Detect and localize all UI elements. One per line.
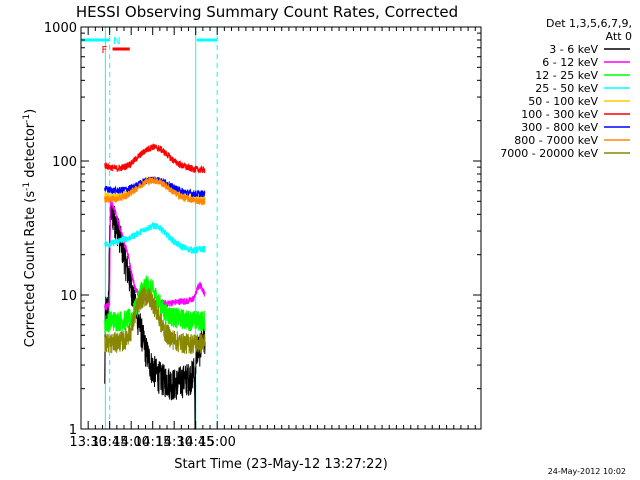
- x-axis-label: Start Time (23-May-12 13:27:22): [174, 457, 388, 472]
- plot-frame: [80, 26, 482, 430]
- x-tick-label-1: 13:45: [91, 435, 128, 450]
- legend-label-8: 7000 - 20000 keV: [500, 147, 598, 160]
- plot-area: FN: [82, 27, 218, 430]
- legend-label-5: 100 - 300 keV: [521, 108, 598, 121]
- series-line-3: [104, 222, 206, 255]
- x-tick-label-2: 14:00: [112, 435, 149, 450]
- y-axis-label: Corrected Count Rate (s-1 detector-1): [22, 109, 38, 347]
- legend-label-0: 3 - 6 keV: [549, 43, 598, 56]
- x-tick-label-5: 14:45: [177, 435, 214, 450]
- legend-label-6: 300 - 800 keV: [521, 121, 598, 134]
- x-tick-label-6: 15:00: [198, 435, 235, 450]
- series-line-7: [104, 177, 206, 206]
- x-tick-label-3: 14:15: [134, 435, 171, 450]
- y-tick-label-1: 10: [60, 289, 77, 304]
- chart-title: HESSI Observing Summary Count Rates, Cor…: [76, 3, 458, 21]
- legend-label-1: 6 - 12 keV: [542, 56, 598, 69]
- y-tick-label-2: 100: [52, 155, 77, 170]
- legend-label-7: 800 - 7000 keV: [514, 134, 598, 147]
- legend-label-2: 12 - 25 keV: [535, 69, 598, 82]
- series-line-2: [104, 275, 206, 335]
- legend-header-line-1: Det 1,3,5,6,7,9,: [546, 17, 632, 30]
- x-tick-label-0: 13:30: [69, 435, 106, 450]
- generation-timestamp: 24-May-2012 10:02: [548, 467, 626, 476]
- x-tick-label-4: 14:30: [155, 435, 192, 450]
- saa-flag-label: N: [113, 36, 120, 47]
- y-tick-label-0: 1: [69, 423, 77, 438]
- legend-label-3: 25 - 50 keV: [535, 82, 598, 95]
- flare-flag-label: F: [102, 45, 108, 56]
- y-tick-label-3: 1000: [44, 21, 77, 36]
- legend-label-4: 50 - 100 keV: [528, 95, 598, 108]
- y-axis: 1 10 100 1000: [44, 21, 481, 438]
- legend-header-line-2: Att 0: [606, 30, 632, 43]
- series-line-8: [104, 287, 206, 355]
- series-line-5: [104, 143, 206, 174]
